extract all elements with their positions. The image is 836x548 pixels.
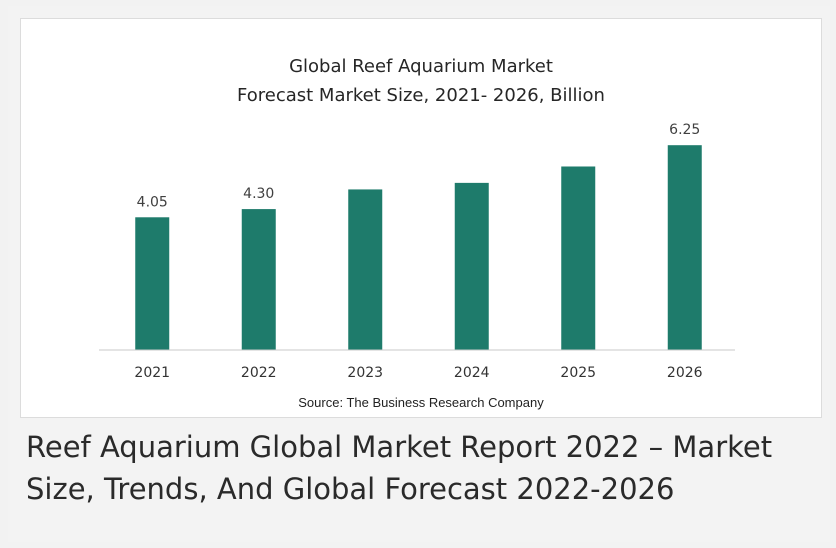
bar-2026 bbox=[667, 145, 702, 350]
x-tick-2021: 2021 bbox=[134, 365, 170, 381]
x-tick-2023: 2023 bbox=[347, 365, 383, 381]
bar-chart: Global Reef Aquarium Market Forecast Mar… bbox=[99, 56, 735, 410]
data-label-2026: 6.25 bbox=[669, 122, 700, 138]
x-tick-2022: 2022 bbox=[241, 365, 277, 381]
x-tick-labels: 2021 2022 2023 2024 2025 2026 bbox=[134, 365, 702, 381]
data-label-2021: 4.05 bbox=[137, 194, 168, 210]
chart-frame: Global Reef Aquarium Market Forecast Mar… bbox=[20, 18, 822, 418]
source-note: Source: The Business Research Company bbox=[298, 395, 544, 410]
bar-2023 bbox=[348, 189, 383, 350]
chart-subtitle: Forecast Market Size, 2021- 2026, Billio… bbox=[237, 85, 605, 106]
bars-group: 4.05 4.30 6.25 bbox=[135, 122, 702, 350]
data-label-2022: 4.30 bbox=[243, 186, 274, 202]
x-tick-2024: 2024 bbox=[454, 365, 490, 381]
x-tick-2026: 2026 bbox=[667, 365, 703, 381]
bar-2025 bbox=[561, 166, 596, 350]
bar-2024 bbox=[454, 182, 489, 350]
bar-2022 bbox=[241, 209, 276, 350]
report-card: Global Reef Aquarium Market Forecast Mar… bbox=[8, 6, 830, 542]
bar-2021 bbox=[135, 217, 170, 350]
x-tick-2025: 2025 bbox=[560, 365, 596, 381]
chart-title: Global Reef Aquarium Market bbox=[289, 56, 553, 77]
report-title-link[interactable]: Reef Aquarium Global Market Report 2022 … bbox=[26, 430, 773, 506]
